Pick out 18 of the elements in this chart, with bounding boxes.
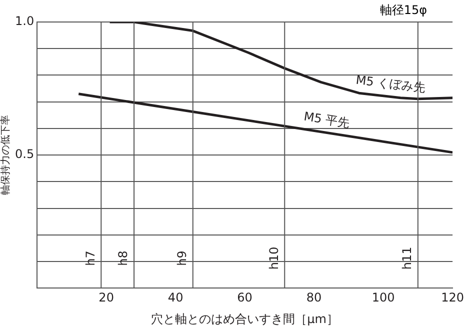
chart-title: 軸径15φ	[380, 2, 427, 19]
x-tick-label: 120	[441, 290, 464, 305]
y-tick-label: 1.0	[14, 14, 34, 28]
text: M5 くぼみ先	[355, 72, 426, 95]
ref-line-label: h8	[116, 250, 130, 266]
y-tick-label: 0.5	[14, 147, 34, 162]
x-tick-label: 20	[98, 290, 114, 305]
ref-line-label: h9	[175, 250, 190, 266]
x-tick-label: 40	[168, 290, 184, 305]
x-tick-label: 60	[237, 290, 252, 305]
ref-line-label: h10	[266, 246, 281, 270]
x-tick-label: 100	[372, 290, 395, 305]
x-tick-label: 80	[306, 290, 322, 305]
ref-line-label: h7	[83, 250, 98, 266]
text: M5 平先	[302, 109, 350, 130]
x-axis-title: 穴と軸とのはめ合いすき間［μm］	[151, 312, 338, 326]
ref-line-label: h11	[400, 246, 414, 270]
y-axis-title: 軸保持力の低下率	[0, 115, 12, 196]
